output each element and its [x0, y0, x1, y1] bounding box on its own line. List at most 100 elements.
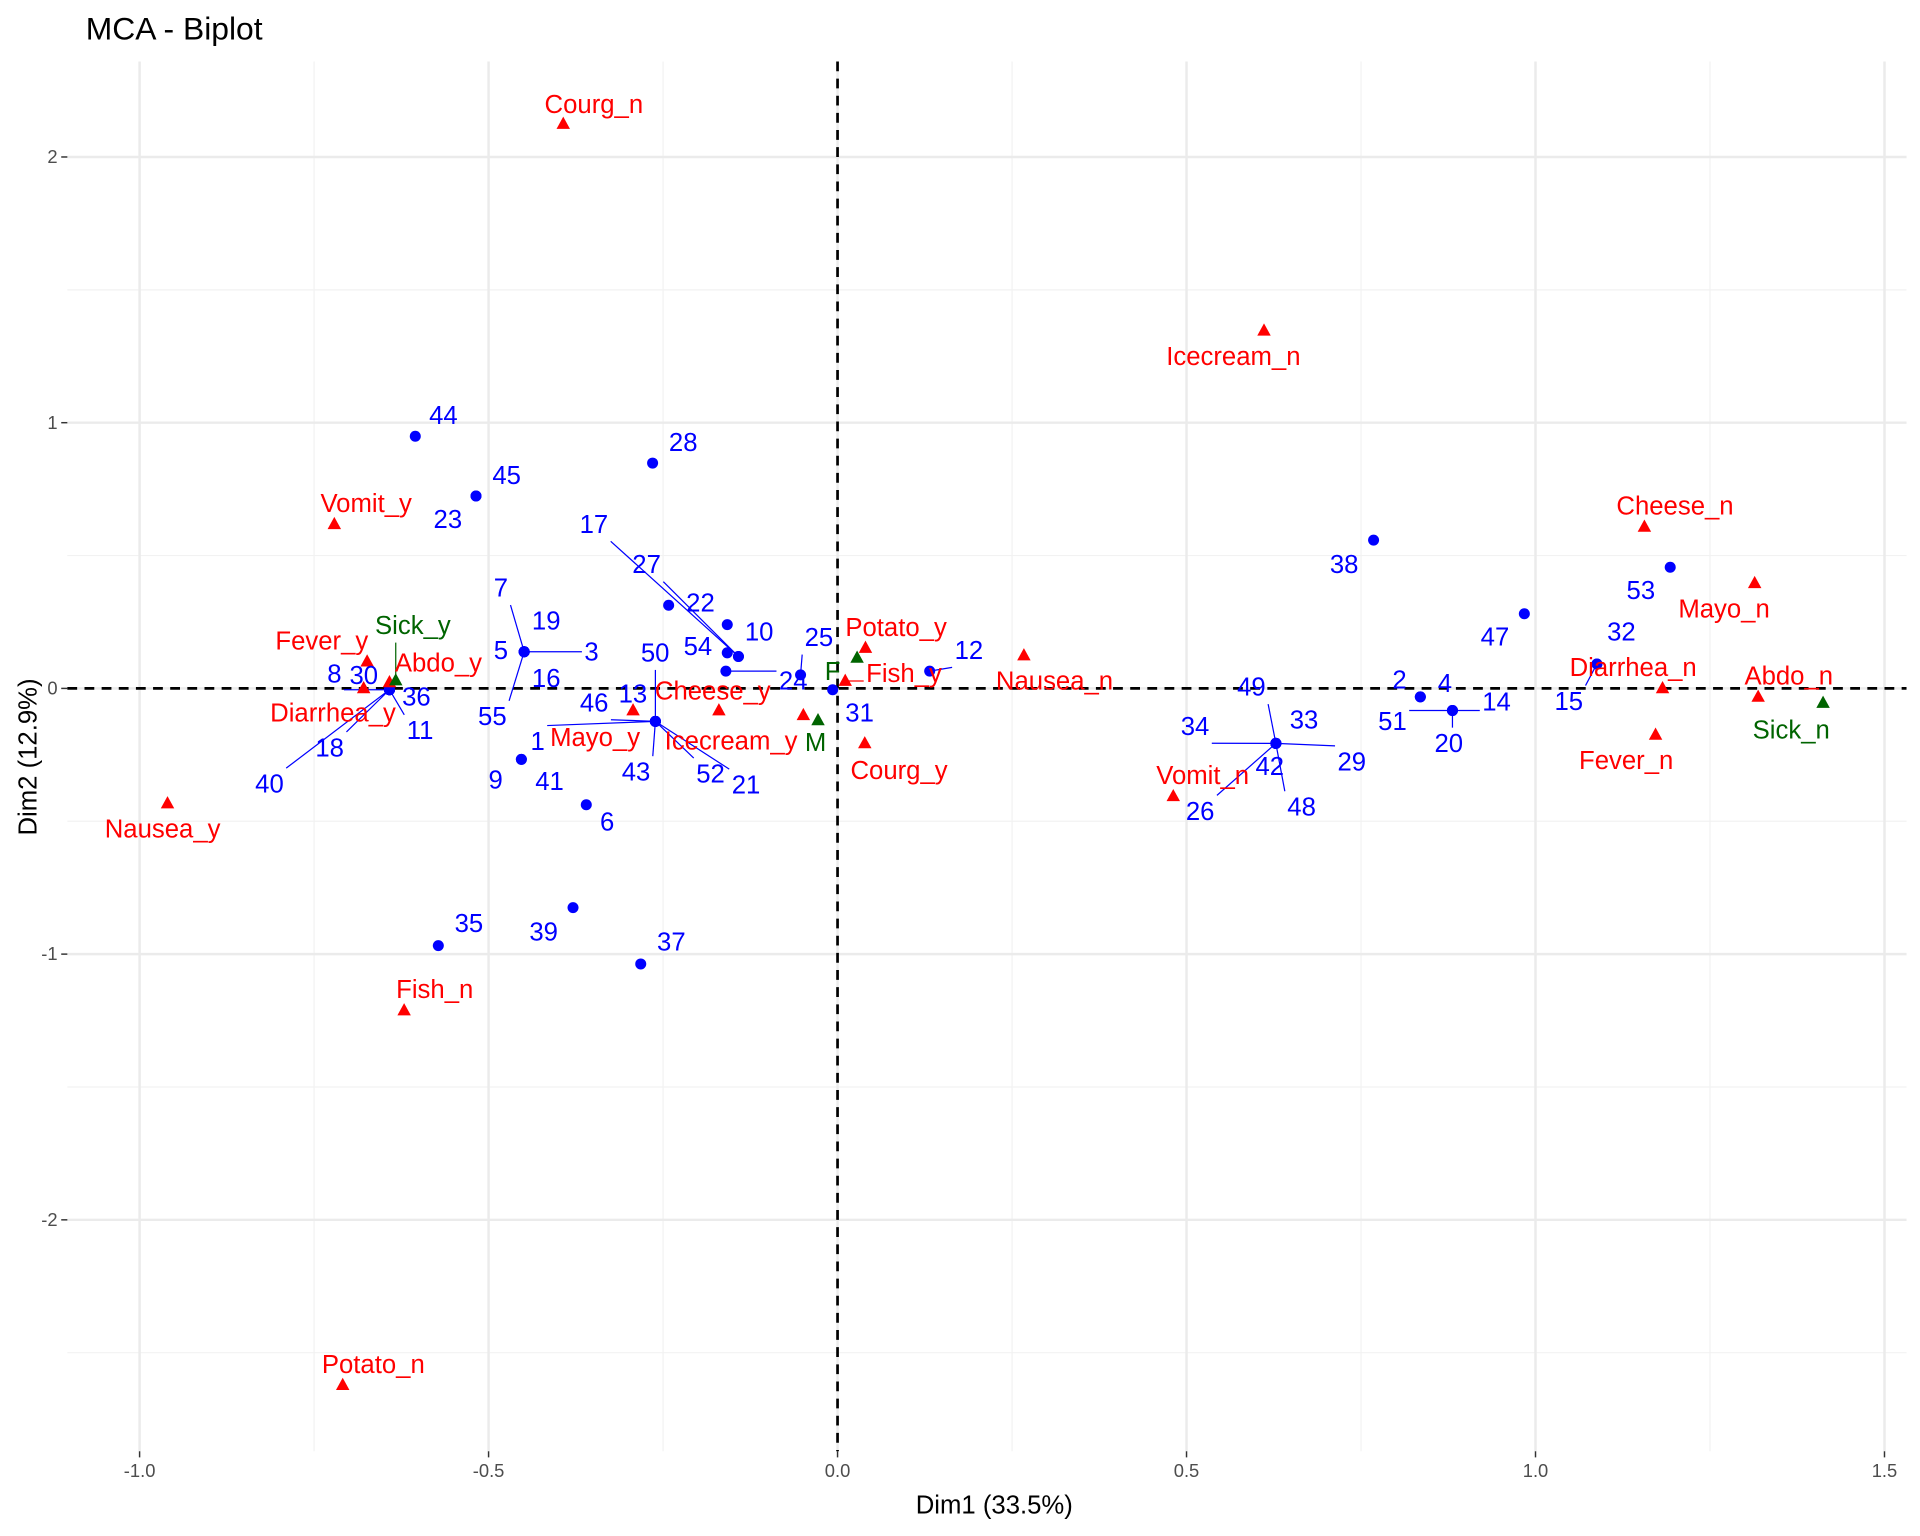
individual-point	[721, 647, 733, 659]
label-connector	[610, 719, 656, 722]
individual-label: 33	[1290, 707, 1319, 735]
category-label: Mayo_y	[550, 724, 640, 752]
individual-label: 53	[1627, 577, 1656, 605]
x-tick-label: -1.0	[124, 1460, 156, 1481]
individual-label: 51	[1378, 708, 1407, 736]
category-label: Vomit_y	[320, 490, 412, 518]
individual-label: 19	[532, 608, 561, 636]
individual-label: 22	[686, 589, 715, 617]
individual-point	[515, 753, 527, 765]
individual-point	[732, 651, 744, 663]
label-connector	[509, 604, 525, 652]
supplementary-label: Sick_n	[1753, 717, 1830, 745]
individual-point	[518, 646, 530, 658]
label-connector	[1275, 743, 1286, 792]
individual-label: 30	[349, 662, 378, 690]
category-point	[1166, 788, 1181, 802]
individual-label: 42	[1255, 753, 1284, 781]
individual-point	[1270, 737, 1282, 749]
individual-label: 47	[1481, 624, 1510, 652]
category-point	[1751, 689, 1765, 702]
individual-label: 39	[529, 919, 558, 947]
category-point	[556, 116, 570, 129]
individual-point	[1414, 691, 1426, 703]
individual-label: 36	[402, 684, 431, 712]
y-tick-label: 0	[47, 678, 57, 699]
label-connector	[508, 651, 525, 701]
individual-point	[1518, 608, 1530, 620]
individual-point	[470, 490, 482, 502]
individual-label: 1	[530, 728, 544, 756]
category-point	[858, 736, 872, 749]
individual-point	[1664, 561, 1676, 573]
individual-label: 2	[1392, 666, 1406, 694]
individual-point	[580, 799, 592, 811]
category-point	[626, 703, 640, 716]
category-point	[838, 673, 852, 686]
individual-label: 10	[745, 619, 774, 647]
category-label: Nausea_y	[105, 816, 221, 844]
individual-label: 27	[632, 551, 661, 579]
category-point	[1747, 575, 1762, 589]
x-tick-label: 0.5	[1174, 1460, 1200, 1481]
individual-label: 23	[434, 506, 463, 534]
category-label: Courg_n	[545, 91, 644, 119]
individual-label: 25	[805, 624, 834, 652]
individual-label: 45	[492, 462, 521, 490]
category-label: Icecream_n	[1166, 343, 1300, 371]
category-label: Potato_y	[845, 614, 947, 642]
category-point	[1017, 648, 1031, 661]
individual-label: 46	[580, 689, 609, 717]
category-label: Icecream_y	[665, 728, 798, 756]
category-point	[397, 1003, 411, 1016]
label-connector	[652, 721, 656, 757]
individual-label: 7	[494, 575, 508, 603]
individual-label: 50	[641, 639, 670, 667]
individual-point	[635, 958, 647, 970]
individual-label: 55	[478, 703, 507, 731]
individual-label: 52	[696, 761, 725, 789]
individual-label: 28	[669, 429, 698, 457]
individual-label: 29	[1337, 748, 1366, 776]
individual-point	[795, 669, 807, 681]
y-tick-label: 2	[47, 146, 57, 167]
y-tick-label: 1	[47, 412, 57, 433]
category-label: Mayo_n	[1678, 595, 1769, 623]
individual-point	[720, 665, 732, 677]
category-label: Cheese_y	[655, 677, 771, 705]
individual-label: 20	[1434, 730, 1463, 758]
x-tick-label: 1.0	[1523, 1460, 1549, 1481]
label-connector	[610, 540, 739, 657]
individual-point	[924, 665, 936, 677]
individual-label: 3	[584, 638, 598, 666]
label-connector	[654, 720, 695, 759]
category-label: Vomit_n	[1156, 762, 1249, 790]
individual-label: 21	[732, 772, 761, 800]
individual-label: 11	[407, 717, 434, 745]
category-point	[1648, 727, 1663, 740]
label-connector	[655, 720, 730, 770]
y-tick-label: -1	[41, 943, 57, 964]
category-point	[327, 516, 342, 530]
category-label: Cheese_n	[1616, 493, 1733, 521]
label-connector	[662, 581, 739, 657]
individual-label: 32	[1607, 618, 1636, 646]
category-point	[1637, 519, 1652, 532]
reference-lines	[67, 61, 1907, 1452]
category-label: Diarrhea_n	[1570, 654, 1697, 682]
category-point	[712, 703, 726, 716]
individual-label: 43	[622, 759, 651, 787]
individual-label: 5	[494, 637, 508, 665]
individual-label: 18	[315, 734, 344, 762]
individual-label: 35	[455, 910, 484, 938]
label-connector	[1267, 703, 1277, 744]
individual-point	[1591, 658, 1603, 670]
category-label: Abdo_y	[395, 649, 482, 677]
chart-title: MCA - Biplot	[86, 10, 263, 46]
supplementary-label: F	[825, 658, 841, 686]
individual-label: 15	[1554, 688, 1583, 716]
individual-label: 16	[532, 665, 561, 693]
category-point	[1257, 323, 1271, 336]
